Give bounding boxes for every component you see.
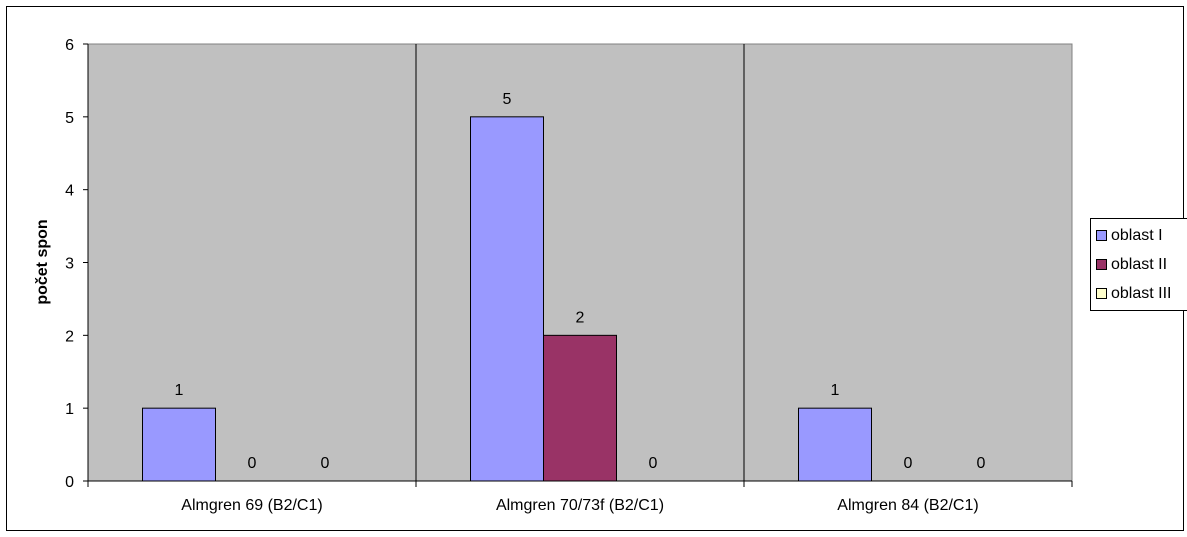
x-category-label: Almgren 69 (B2/C1) bbox=[181, 497, 322, 514]
y-axis-ticks: 0 1 2 3 4 5 6 bbox=[65, 37, 88, 491]
data-label: 0 bbox=[649, 455, 658, 472]
y-tick-label: 3 bbox=[65, 256, 74, 273]
y-tick-label: 1 bbox=[65, 401, 74, 418]
data-label: 1 bbox=[175, 382, 184, 399]
bar bbox=[142, 407, 216, 482]
legend: oblast I oblast II oblast III bbox=[1090, 218, 1187, 311]
x-category-label: Almgren 70/73f (B2/C1) bbox=[496, 497, 664, 514]
y-axis-title: počet spon bbox=[34, 219, 51, 304]
data-label: 5 bbox=[503, 91, 512, 108]
data-label: 0 bbox=[248, 455, 257, 472]
data-label: 0 bbox=[321, 455, 330, 472]
legend-item: oblast I bbox=[1096, 221, 1187, 250]
data-label: 0 bbox=[977, 455, 986, 472]
y-tick-label: 0 bbox=[65, 474, 74, 491]
bar bbox=[798, 407, 872, 482]
category-dividers bbox=[415, 44, 745, 481]
legend-swatch bbox=[1096, 288, 1107, 299]
y-tick-label: 2 bbox=[65, 328, 74, 345]
x-axis-categories: Almgren 69 (B2/C1) Almgren 70/73f (B2/C1)… bbox=[87, 481, 1073, 514]
data-label: 2 bbox=[576, 309, 585, 326]
legend-swatch bbox=[1096, 259, 1107, 270]
data-label: 0 bbox=[904, 455, 913, 472]
legend-swatch bbox=[1096, 230, 1107, 241]
legend-label: oblast II bbox=[1111, 255, 1168, 273]
y-tick-label: 5 bbox=[65, 110, 74, 127]
legend-label: oblast III bbox=[1111, 284, 1172, 302]
data-labels: 1 0 0 5 2 0 1 0 0 bbox=[175, 91, 986, 472]
data-label: 1 bbox=[831, 382, 840, 399]
y-tick-label: 4 bbox=[65, 183, 74, 200]
bar bbox=[543, 334, 617, 482]
x-category-label: Almgren 84 (B2/C1) bbox=[837, 497, 978, 514]
bar bbox=[470, 116, 544, 482]
legend-item: oblast III bbox=[1096, 279, 1187, 308]
y-tick-label: 6 bbox=[65, 37, 74, 54]
legend-item: oblast II bbox=[1096, 250, 1187, 279]
bars bbox=[142, 116, 872, 482]
legend-label: oblast I bbox=[1111, 226, 1163, 244]
